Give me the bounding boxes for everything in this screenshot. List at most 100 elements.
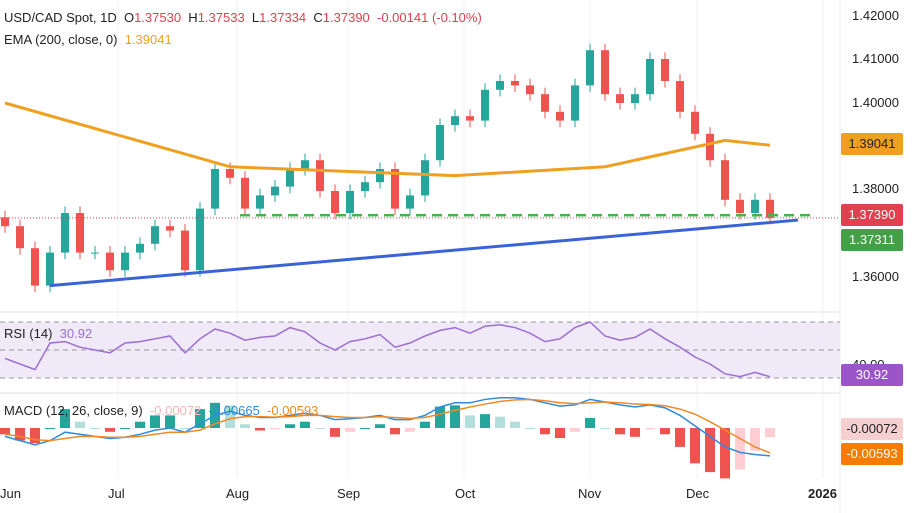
ema-label: EMA (200, close, 0) bbox=[4, 32, 118, 47]
macd-histogram-bar bbox=[540, 428, 550, 435]
macd-histogram-bar bbox=[345, 428, 355, 432]
macd-label: MACD (12, 26, close, 9) bbox=[4, 403, 143, 418]
candle-body bbox=[466, 116, 474, 121]
candle-body bbox=[91, 252, 99, 254]
time-tick: Dec bbox=[686, 486, 710, 501]
candle-body bbox=[601, 50, 609, 95]
ema-200-line bbox=[4, 101, 771, 178]
close-value: 1.37390 bbox=[322, 10, 370, 25]
macd-histogram-bar bbox=[750, 428, 760, 451]
macd-histogram-bar bbox=[405, 428, 415, 432]
macd-histogram-bar bbox=[90, 428, 100, 429]
macd-signal-tag: -0.00593 bbox=[841, 443, 903, 465]
rsi-label: RSI (14) bbox=[4, 326, 53, 341]
macd-histogram-bar bbox=[660, 428, 670, 435]
macd-histogram-bar bbox=[570, 428, 580, 432]
candle-body bbox=[1, 217, 9, 227]
macd-histogram-bar bbox=[165, 415, 175, 428]
candle-body bbox=[571, 85, 579, 121]
macd-histogram-bar bbox=[690, 428, 700, 464]
candle-body bbox=[451, 116, 459, 125]
candle-body bbox=[286, 169, 294, 187]
macd-histogram-bar bbox=[675, 428, 685, 447]
macd-histogram-bar bbox=[225, 405, 235, 428]
ema-price-tag: 1.39041 bbox=[841, 133, 903, 155]
price-tick: 1.42000 bbox=[852, 8, 899, 23]
macd-histogram-bar bbox=[420, 421, 430, 428]
candle-body bbox=[556, 111, 564, 121]
macd-histogram-bar bbox=[525, 428, 535, 429]
candle-body bbox=[361, 182, 369, 191]
macd-histogram-bar bbox=[285, 424, 295, 428]
macd-histogram-bar bbox=[495, 416, 505, 428]
candle-body bbox=[376, 169, 384, 183]
macd-hist-tag: -0.00072 bbox=[841, 418, 903, 440]
ascending-trendline bbox=[49, 218, 799, 288]
macd-signal-value: -0.00593 bbox=[267, 403, 319, 418]
price-tick: 1.36000 bbox=[852, 269, 899, 284]
candle-body bbox=[406, 195, 414, 209]
candle-body bbox=[46, 252, 54, 286]
candle-body bbox=[271, 186, 279, 196]
time-tick: Sep bbox=[337, 486, 361, 501]
candle-body bbox=[736, 199, 744, 213]
candle-body bbox=[391, 169, 399, 209]
macd-hist-value: -0.00072 bbox=[149, 403, 202, 418]
candle-body bbox=[31, 248, 39, 286]
price-tick: 1.38000 bbox=[852, 181, 899, 196]
candle-body bbox=[196, 208, 204, 271]
symbol-legend: USD/CAD Spot, 1D O1.37530 H1.37533 L1.37… bbox=[4, 10, 482, 25]
candle-body bbox=[541, 94, 549, 112]
support-price-tag: 1.37311 bbox=[841, 229, 903, 251]
time-tick: Nov bbox=[578, 486, 602, 501]
candle-body bbox=[61, 213, 69, 253]
candle-body bbox=[106, 252, 114, 271]
candle-body bbox=[166, 226, 174, 231]
candle-body bbox=[631, 94, 639, 103]
candle-body bbox=[316, 160, 324, 191]
macd-histogram-bar bbox=[15, 428, 25, 441]
rsi-value: 30.92 bbox=[59, 326, 93, 341]
macd-histogram-bar bbox=[735, 428, 745, 470]
price-tick: 1.41000 bbox=[852, 51, 899, 66]
macd-histogram-bar bbox=[255, 428, 265, 431]
candle-body bbox=[256, 195, 264, 209]
candle-body bbox=[511, 81, 519, 86]
open-label: O bbox=[123, 10, 135, 25]
macd-histogram-bar bbox=[630, 428, 640, 437]
macd-histogram-bar bbox=[510, 421, 520, 428]
macd-line-value: -0.00665 bbox=[208, 403, 260, 418]
candle-body bbox=[496, 81, 504, 90]
macd-histogram-bar bbox=[480, 414, 490, 428]
time-tick: Aug bbox=[226, 486, 250, 501]
low-label: L bbox=[251, 10, 260, 25]
candle-body bbox=[16, 226, 24, 249]
macd-histogram-bar bbox=[465, 415, 475, 428]
macd-histogram-bar bbox=[585, 417, 595, 428]
macd-histogram-bar bbox=[375, 424, 385, 428]
candle-body bbox=[421, 160, 429, 196]
rsi-tag: 30.92 bbox=[841, 364, 903, 386]
macd-histogram-bar bbox=[105, 428, 115, 432]
macd-histogram-bar bbox=[30, 428, 40, 444]
ema-value: 1.39041 bbox=[124, 32, 172, 47]
candle-body bbox=[136, 243, 144, 253]
candle-body bbox=[346, 191, 354, 213]
macd-histogram-bar bbox=[555, 428, 565, 439]
candle-body bbox=[121, 252, 129, 271]
candle-body bbox=[181, 230, 189, 271]
candle-body bbox=[616, 94, 624, 103]
candle-body bbox=[151, 226, 159, 244]
candle-body bbox=[721, 160, 729, 200]
candle-body bbox=[436, 125, 444, 161]
macd-histogram-bar bbox=[360, 428, 370, 429]
high-value: 1.37533 bbox=[197, 10, 245, 25]
macd-histogram-bar bbox=[270, 428, 280, 430]
macd-histogram-bar bbox=[60, 409, 70, 428]
macd-histogram-bar bbox=[615, 428, 625, 435]
candle-body bbox=[331, 191, 339, 213]
high-label: H bbox=[188, 10, 198, 25]
macd-histogram-bar bbox=[180, 428, 190, 429]
candle-body bbox=[226, 169, 234, 178]
